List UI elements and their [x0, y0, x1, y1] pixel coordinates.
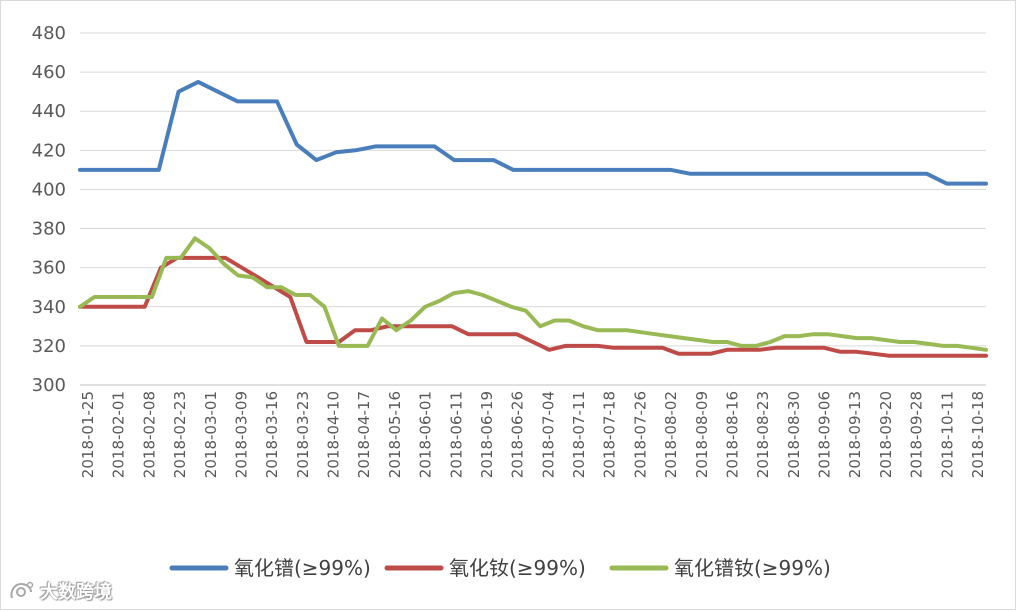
y-tick-label: 320 [32, 336, 66, 357]
x-tick-label: 2018-05-16 [386, 391, 404, 478]
x-tick-label: 2018-08-09 [693, 391, 711, 478]
y-tick-label: 480 [32, 23, 66, 44]
series-line-1 [78, 79, 988, 186]
x-tick-label: 2018-07-11 [570, 391, 588, 478]
x-tick-label: 2018-03-23 [294, 391, 312, 478]
y-tick-label: 340 [32, 297, 66, 318]
x-tick-label: 2018-07-26 [631, 391, 649, 478]
x-tick-label: 2018-09-20 [877, 391, 895, 478]
gridlines [80, 32, 986, 347]
x-tick-label: 2018-08-23 [754, 391, 772, 478]
legend: 氧化镨(≥99%) 氧化钕(≥99%) 氧化镨钕(≥99%) [169, 556, 831, 580]
x-tick-label: 2018-03-01 [202, 391, 220, 478]
x-tick-label: 2018-09-06 [816, 391, 834, 478]
x-tick-label: 2018-02-01 [110, 391, 128, 478]
x-tick-label: 2018-09-28 [908, 391, 926, 478]
legend-label: 氧化镨钕(≥99%) [674, 556, 831, 580]
x-tick-label: 2018-08-30 [785, 391, 803, 478]
watermark: 大数跨境 [8, 576, 112, 606]
x-tick-label: 2018-06-19 [478, 391, 496, 478]
y-tick-label: 420 [32, 140, 66, 161]
x-tick-label: 2018-03-09 [232, 391, 250, 478]
x-tick-label: 2018-03-16 [263, 391, 281, 478]
y-tick-label: 460 [32, 62, 66, 83]
x-tick-label: 2018-06-01 [417, 391, 435, 478]
series-lines [78, 79, 988, 358]
y-tick-label: 300 [32, 375, 66, 396]
x-tick-label: 2018-01-25 [79, 391, 97, 478]
x-tick-label: 2018-07-18 [601, 391, 619, 478]
legend-label: 氧化镨(≥99%) [234, 556, 371, 580]
x-tick-label: 2018-02-08 [140, 391, 158, 478]
x-tick-label: 2018-08-02 [662, 391, 680, 478]
x-tick-label: 2018-09-13 [846, 391, 864, 478]
watermark-logo-icon [10, 581, 34, 599]
y-tick-label: 380 [32, 219, 66, 240]
y-tick-label: 360 [32, 258, 66, 279]
x-tick-label: 2018-06-11 [447, 391, 465, 478]
series-line-2 [78, 255, 988, 358]
x-tick-label: 2018-07-04 [539, 391, 557, 478]
y-tick-label: 400 [32, 179, 66, 200]
x-tick-label: 2018-10-11 [938, 391, 956, 478]
x-tick-label: 2018-02-23 [171, 391, 189, 478]
x-tick-label: 2018-08-16 [723, 391, 741, 478]
x-tick-label: 2018-10-18 [969, 391, 987, 478]
x-tick-label: 2018-04-10 [325, 391, 343, 478]
x-axis-tick-labels: 2018-01-25 2018-02-01 2018-02-08 2018-02-23… [79, 391, 987, 478]
series-line-3 [78, 236, 988, 352]
y-tick-label: 440 [32, 101, 66, 122]
watermark-text: 大数跨境 [40, 582, 112, 603]
legend-label: 氧化钕(≥99%) [449, 556, 586, 580]
x-tick-label: 2018-06-26 [509, 391, 527, 478]
y-axis-tick-labels: 300 320 340 360 380 400 420 440 460 480 [32, 23, 66, 396]
x-tick-label: 2018-04-17 [355, 391, 373, 478]
